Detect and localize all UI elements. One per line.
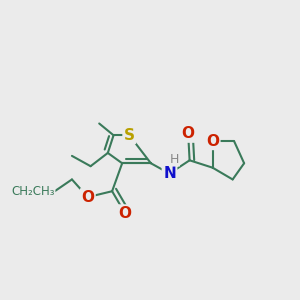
Text: O: O: [182, 126, 195, 141]
Text: CH₂CH₃: CH₂CH₃: [11, 185, 55, 198]
Text: H: H: [170, 153, 179, 166]
Text: O: O: [118, 206, 131, 221]
Text: O: O: [206, 134, 219, 149]
Text: O: O: [81, 190, 94, 205]
Text: N: N: [163, 166, 176, 181]
Text: S: S: [124, 128, 135, 143]
